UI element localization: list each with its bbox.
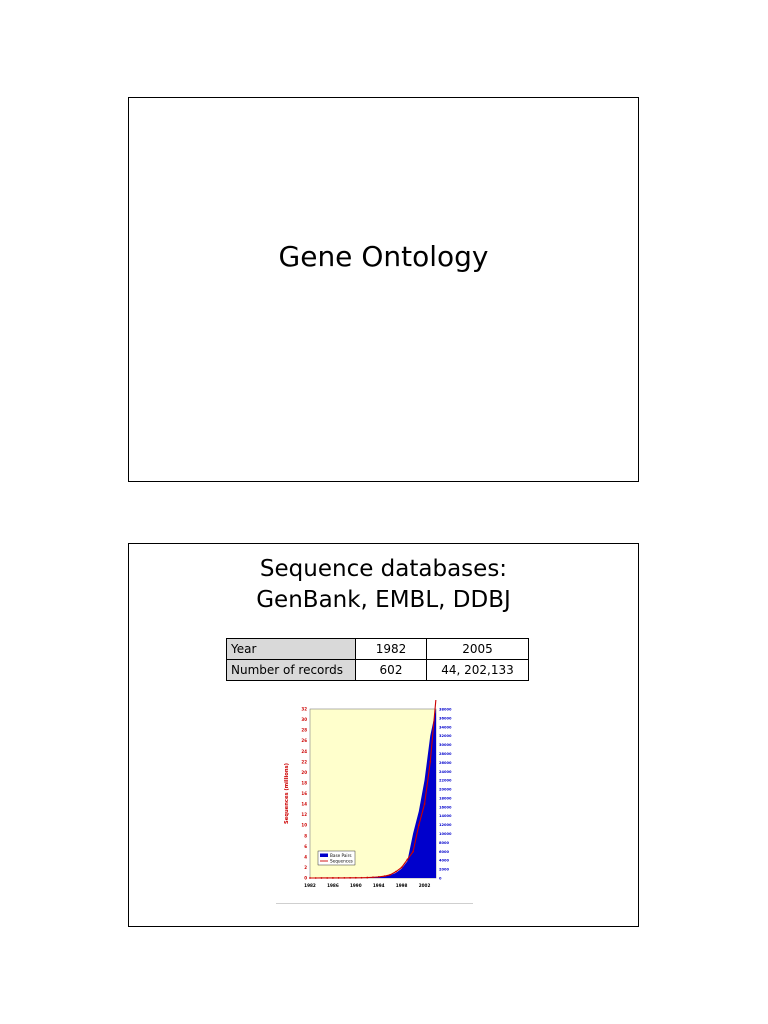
data-point-sequences: [326, 877, 329, 879]
y-tick-label-right: 18000: [439, 796, 452, 800]
y-tick-label-left: 22: [301, 759, 307, 764]
legend-swatch-base-pairs: [320, 853, 328, 857]
y-tick-label-left: 16: [301, 791, 307, 796]
data-point-sequences: [395, 870, 397, 873]
data-point-sequences: [383, 875, 386, 878]
data-point-sequences: [389, 873, 392, 876]
x-tick-label: 1998: [396, 883, 408, 888]
y-tick-label-right: 28000: [439, 752, 452, 756]
table-row: Year 1982 2005: [226, 638, 529, 660]
x-tick-label: 1982: [304, 883, 316, 888]
data-point-sequences: [372, 876, 374, 879]
data-point-sequences: [354, 876, 357, 879]
table-cell-records-label: Number of records: [226, 659, 356, 681]
y-tick-label-left: 6: [304, 844, 307, 849]
data-point-sequences: [332, 877, 334, 879]
data-point-sequences: [417, 824, 420, 827]
y-tick-label-right: 34000: [439, 725, 452, 729]
y-tick-label-right: 36000: [439, 716, 452, 720]
y-tick-label-right: 6000: [439, 850, 450, 854]
y-tick-label-right: 2000: [439, 868, 450, 872]
x-tick-label: 1994: [373, 883, 385, 888]
data-point-sequences: [429, 760, 432, 763]
slide-title-line-1: Sequence databases:: [259, 556, 508, 582]
x-tick-label: 2002: [419, 883, 431, 888]
data-point-sequences: [360, 876, 363, 879]
y-tick-label-left: 30: [301, 717, 307, 722]
y-tick-label-right: 24000: [439, 770, 452, 774]
y-tick-label-left: 12: [301, 812, 307, 817]
data-point-sequences: [366, 876, 369, 879]
data-point-sequences: [377, 875, 380, 878]
data-point-sequences: [400, 866, 403, 869]
y-tick-label-left: 20: [301, 770, 307, 775]
y-tick-label-right: 32000: [439, 734, 452, 738]
table-cell-year-1982: 1982: [355, 638, 427, 660]
y-tick-label-left: 0: [304, 876, 307, 881]
y-tick-label-right: 30000: [439, 743, 452, 747]
slide-title: Gene Ontology: [278, 240, 489, 273]
y-tick-label-right: 20000: [439, 788, 452, 792]
table-cell-year-2005: 2005: [426, 638, 529, 660]
y-tick-label-right: 12000: [439, 823, 452, 827]
x-tick-label: 1990: [350, 883, 362, 888]
slide-1: Gene Ontology: [128, 97, 639, 482]
data-point-sequences: [406, 858, 409, 861]
table-cell-year-label: Year: [226, 638, 356, 660]
series-area-base-pairs: [310, 709, 436, 878]
y-tick-label-right: 8000: [439, 841, 450, 845]
y-tick-label-right: 22000: [439, 779, 452, 783]
x-tick-label: 1986: [327, 883, 339, 888]
data-point-sequences: [423, 803, 426, 805]
y-axis-label-left: Sequences (millions): [284, 763, 290, 824]
slide-2: Sequence databases: GenBank, EMBL, DDBJ …: [128, 543, 639, 927]
y-tick-label-right: 26000: [439, 761, 452, 765]
y-tick-label-right: 4000: [439, 859, 450, 863]
legend-label-sequences: Sequences: [330, 858, 353, 863]
records-table: Year 1982 2005 Number of records 602 44,…: [226, 638, 529, 681]
y-tick-label-left: 2: [304, 865, 307, 870]
data-point-sequences: [412, 850, 414, 853]
data-point-sequences: [314, 877, 317, 879]
table-cell-records-1982: 602: [355, 659, 427, 681]
table-cell-records-2005: 44, 202,133: [426, 659, 529, 681]
slide-title-line-2: GenBank, EMBL, DDBJ: [256, 587, 511, 613]
y-tick-label-left: 18: [301, 780, 307, 785]
legend-label-base-pairs: Base Pairs: [330, 853, 352, 858]
y-tick-label-left: 4: [304, 854, 307, 859]
data-point-sequences: [337, 877, 340, 879]
y-tick-label-right: 10000: [439, 832, 452, 836]
y-tick-label-left: 32: [301, 707, 307, 712]
y-tick-label-right: 0: [439, 877, 442, 881]
data-point-sequences: [320, 877, 323, 879]
slide-title: Sequence databases: GenBank, EMBL, DDBJ: [129, 554, 638, 616]
y-tick-label-left: 26: [301, 738, 307, 743]
y-tick-label-right: 14000: [439, 814, 452, 818]
sequence-growth-chart: 0246810121416182022242628303202000400060…: [284, 700, 452, 888]
table-row: Number of records 602 44, 202,133: [226, 659, 529, 681]
data-point-sequences: [343, 876, 346, 879]
y-tick-label-left: 14: [301, 802, 307, 807]
data-point-sequences: [309, 877, 311, 879]
y-tick-label-right: 38000: [439, 708, 452, 712]
divider-line: [276, 903, 473, 904]
y-tick-label-left: 24: [301, 749, 307, 754]
y-tick-label-right: 16000: [439, 805, 452, 809]
y-tick-label-left: 28: [301, 728, 307, 733]
data-point-sequences: [349, 876, 351, 879]
y-tick-label-left: 10: [301, 823, 307, 828]
y-tick-label-left: 8: [304, 833, 307, 838]
